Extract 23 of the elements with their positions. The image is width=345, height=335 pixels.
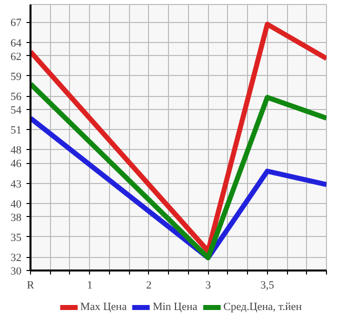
- y-tick-label: 48: [10, 144, 22, 157]
- x-tick-label: R: [26, 280, 35, 292]
- y-tick-label: 40: [10, 198, 22, 210]
- y-tick-label: 30: [10, 266, 22, 278]
- y-tick-label: 46: [10, 158, 22, 170]
- y-tick-label: 35: [10, 232, 22, 244]
- y-tick-label: 56: [10, 91, 22, 104]
- y-tick-label: 62: [10, 50, 22, 63]
- y-tick-label: 64: [10, 37, 22, 50]
- x-tick-label: 3: [205, 280, 212, 292]
- y-tick-label: 43: [10, 178, 22, 190]
- x-tick-label: 2: [146, 280, 152, 292]
- x-tick-label: 3,5: [260, 280, 275, 292]
- legend-label: Min Цена: [152, 301, 198, 313]
- y-tick-label: 59: [10, 70, 22, 83]
- y-tick-label: 51: [10, 124, 22, 137]
- legend-label: Сред.Цена, т.йен: [223, 301, 302, 313]
- y-tick-label: 38: [10, 212, 22, 224]
- y-tick-label: 32: [10, 252, 22, 264]
- y-tick-label: 54: [10, 104, 22, 116]
- legend-label: Max Цена: [80, 301, 127, 313]
- x-tick-label: 1: [86, 280, 92, 292]
- y-tick-label: 67: [10, 17, 22, 30]
